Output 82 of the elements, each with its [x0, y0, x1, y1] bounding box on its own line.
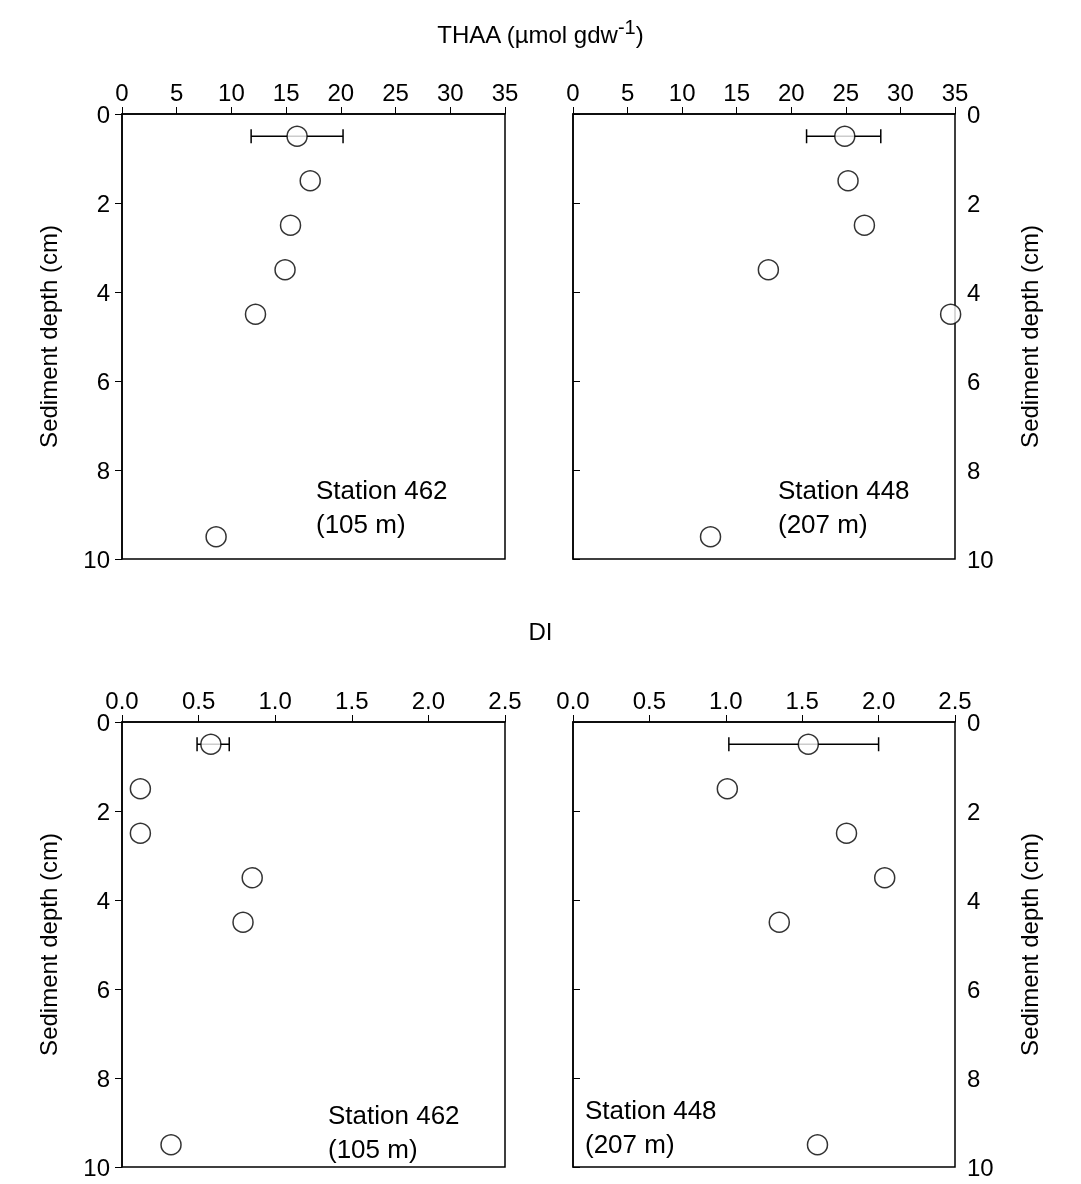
x-tick-label: 30 — [436, 78, 464, 106]
x-tick-label: 1.0 — [709, 686, 743, 714]
x-tick-label: 0 — [115, 78, 129, 106]
y-tick-label: 6 — [96, 367, 110, 395]
y-tick-label: 4 — [967, 886, 981, 914]
x-tick-label: 1.5 — [335, 686, 369, 714]
point — [768, 911, 791, 933]
point — [244, 303, 267, 325]
point — [699, 526, 722, 548]
point — [274, 259, 296, 281]
y-tick-label: 10 — [83, 545, 110, 573]
y-tick-label: 2 — [96, 797, 110, 825]
y-tick-label: 8 — [96, 1064, 110, 1092]
y-tick-label: 10 — [83, 1153, 110, 1181]
x-tick-label: 20 — [327, 78, 355, 106]
x-tick-label: 2.0 — [861, 686, 896, 714]
point — [299, 170, 321, 192]
y-tick-label: 2 — [967, 189, 981, 217]
y-tick-label: 8 — [967, 1064, 981, 1092]
point — [834, 125, 856, 147]
y-tick-label: 10 — [967, 545, 994, 573]
x-tick-label: 30 — [887, 78, 914, 106]
x-tick-label: 10 — [668, 78, 696, 106]
point — [716, 778, 739, 800]
x-tick-label: 15 — [272, 78, 300, 106]
annotation: Station 462 (105 m) — [316, 475, 448, 539]
x-tick-label: 20 — [777, 78, 805, 106]
annotation: Station 448 (207 m) — [778, 475, 910, 539]
y-tick-label: 2 — [967, 797, 981, 825]
y-tick-label: 6 — [967, 367, 981, 395]
x-tick-label: 1.5 — [785, 686, 819, 714]
y-tick-label: 10 — [967, 1153, 994, 1181]
y-tick-label: 6 — [96, 975, 110, 1003]
y-tick-label: 0 — [967, 100, 981, 128]
point — [205, 526, 227, 548]
x-tick-label: 0.0 — [556, 686, 590, 714]
x-tick-label: 25 — [382, 78, 409, 106]
y-tick-label: 0 — [96, 100, 110, 128]
point — [835, 822, 858, 844]
x-axis-title: DI — [527, 618, 554, 646]
x-tick-label: 0.5 — [632, 686, 667, 714]
point — [200, 733, 222, 755]
point — [241, 867, 263, 889]
y-tick-label: 4 — [967, 278, 981, 306]
point — [837, 170, 859, 192]
x-tick-label: 5 — [620, 78, 635, 106]
point — [797, 733, 820, 755]
x-tick-label: 10 — [218, 78, 245, 106]
x-tick-label: 15 — [723, 78, 751, 106]
y-tick-label: 8 — [967, 456, 981, 484]
y-axis-title: Sediment depth (cm) — [34, 225, 62, 448]
y-tick-label: 6 — [967, 975, 981, 1003]
point — [160, 1134, 182, 1156]
point — [129, 822, 152, 844]
point — [757, 259, 780, 281]
point — [873, 867, 896, 889]
annotation: Station 448 (207 m) — [585, 1095, 717, 1159]
x-axis-title: THAA (µmol gdw$^{-1}$) — [436, 16, 645, 49]
point — [129, 778, 152, 800]
y-tick-label: 4 — [96, 886, 110, 914]
x-tick-label: 2.5 — [488, 686, 522, 714]
x-tick-label: 0 — [566, 78, 580, 106]
x-tick-label: 2.0 — [411, 686, 446, 714]
point — [279, 214, 302, 236]
y-tick-label: 4 — [96, 278, 110, 306]
annotation: Station 462 (105 m) — [328, 1100, 460, 1164]
point — [806, 1134, 829, 1156]
y-axis-title: Sediment depth (cm) — [1015, 833, 1043, 1056]
point — [939, 303, 962, 325]
x-tick-label: 35 — [491, 78, 519, 106]
x-tick-label: 1.0 — [258, 686, 292, 714]
x-tick-label: 35 — [941, 78, 969, 106]
x-tick-label: 0.5 — [181, 686, 216, 714]
y-axis-title: Sediment depth (cm) — [34, 833, 62, 1056]
point — [853, 214, 876, 236]
x-tick-label: 5 — [170, 78, 184, 106]
point — [286, 125, 308, 147]
y-tick-label: 2 — [96, 189, 110, 217]
y-axis-title: Sediment depth (cm) — [1015, 225, 1043, 448]
y-tick-label: 8 — [96, 456, 110, 484]
x-tick-label: 25 — [832, 78, 860, 106]
point — [232, 911, 254, 933]
